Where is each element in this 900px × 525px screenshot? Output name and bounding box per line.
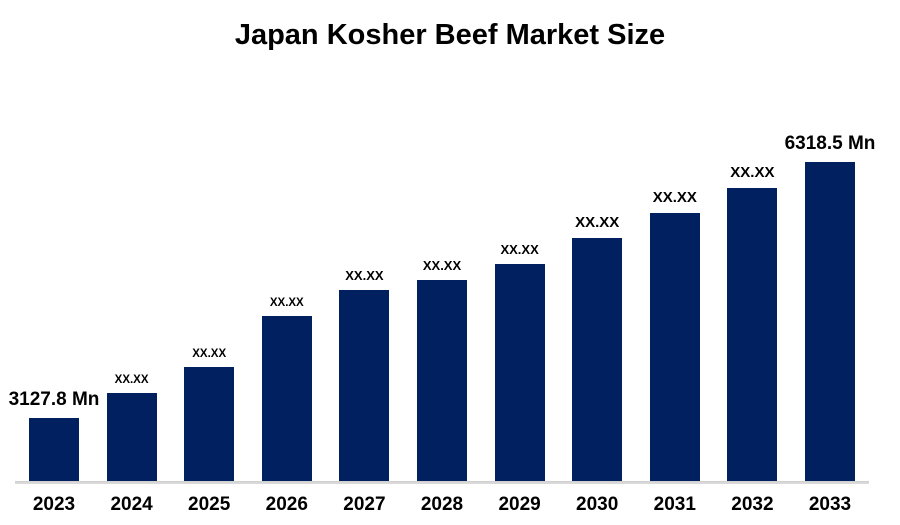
bar-value-label: XX.XX: [422, 258, 462, 273]
bar: [727, 188, 778, 483]
bar: [805, 162, 855, 483]
bar: [184, 367, 235, 483]
x-axis-tick-label: 2027: [343, 494, 386, 515]
bar: [339, 290, 390, 483]
bar: [106, 393, 157, 483]
x-axis-tick-label: 2030: [576, 494, 619, 515]
x-axis-tick-label: 2026: [265, 494, 308, 515]
x-axis-tick-label: 2029: [498, 494, 541, 515]
bar-value-label: XX.XX: [192, 348, 227, 360]
x-axis-tick-label: 2028: [420, 494, 464, 515]
bar-value-label: 3127.8 Mn: [8, 389, 100, 410]
bar-value-label: XX.XX: [114, 374, 149, 386]
bar-value-label: XX.XX: [269, 297, 304, 309]
bar: [261, 316, 312, 483]
bar-value-label: XX.XX: [730, 164, 775, 181]
bar: [29, 418, 79, 483]
bar-value-label: XX.XX: [345, 268, 384, 283]
x-axis-tick-label: 2033: [808, 494, 852, 515]
x-axis-tick-label: 2024: [110, 494, 153, 515]
bar: [417, 280, 467, 483]
bar-value-label: XX.XX: [500, 242, 539, 257]
bar-value-label: XX.XX: [575, 214, 620, 231]
x-axis-line: [15, 481, 869, 484]
bar: [649, 213, 700, 483]
bar: [572, 238, 623, 483]
chart-title: Japan Kosher Beef Market Size: [234, 19, 666, 51]
bar-value-label: XX.XX: [652, 189, 697, 206]
x-axis-tick-label: 2031: [653, 494, 696, 515]
x-axis-tick-label: 2032: [731, 494, 774, 515]
bar: [494, 264, 545, 483]
x-axis-tick-label: 2025: [188, 494, 231, 515]
bar-value-label: 6318.5 Mn: [784, 133, 876, 154]
x-axis-tick-label: 2023: [32, 494, 76, 515]
